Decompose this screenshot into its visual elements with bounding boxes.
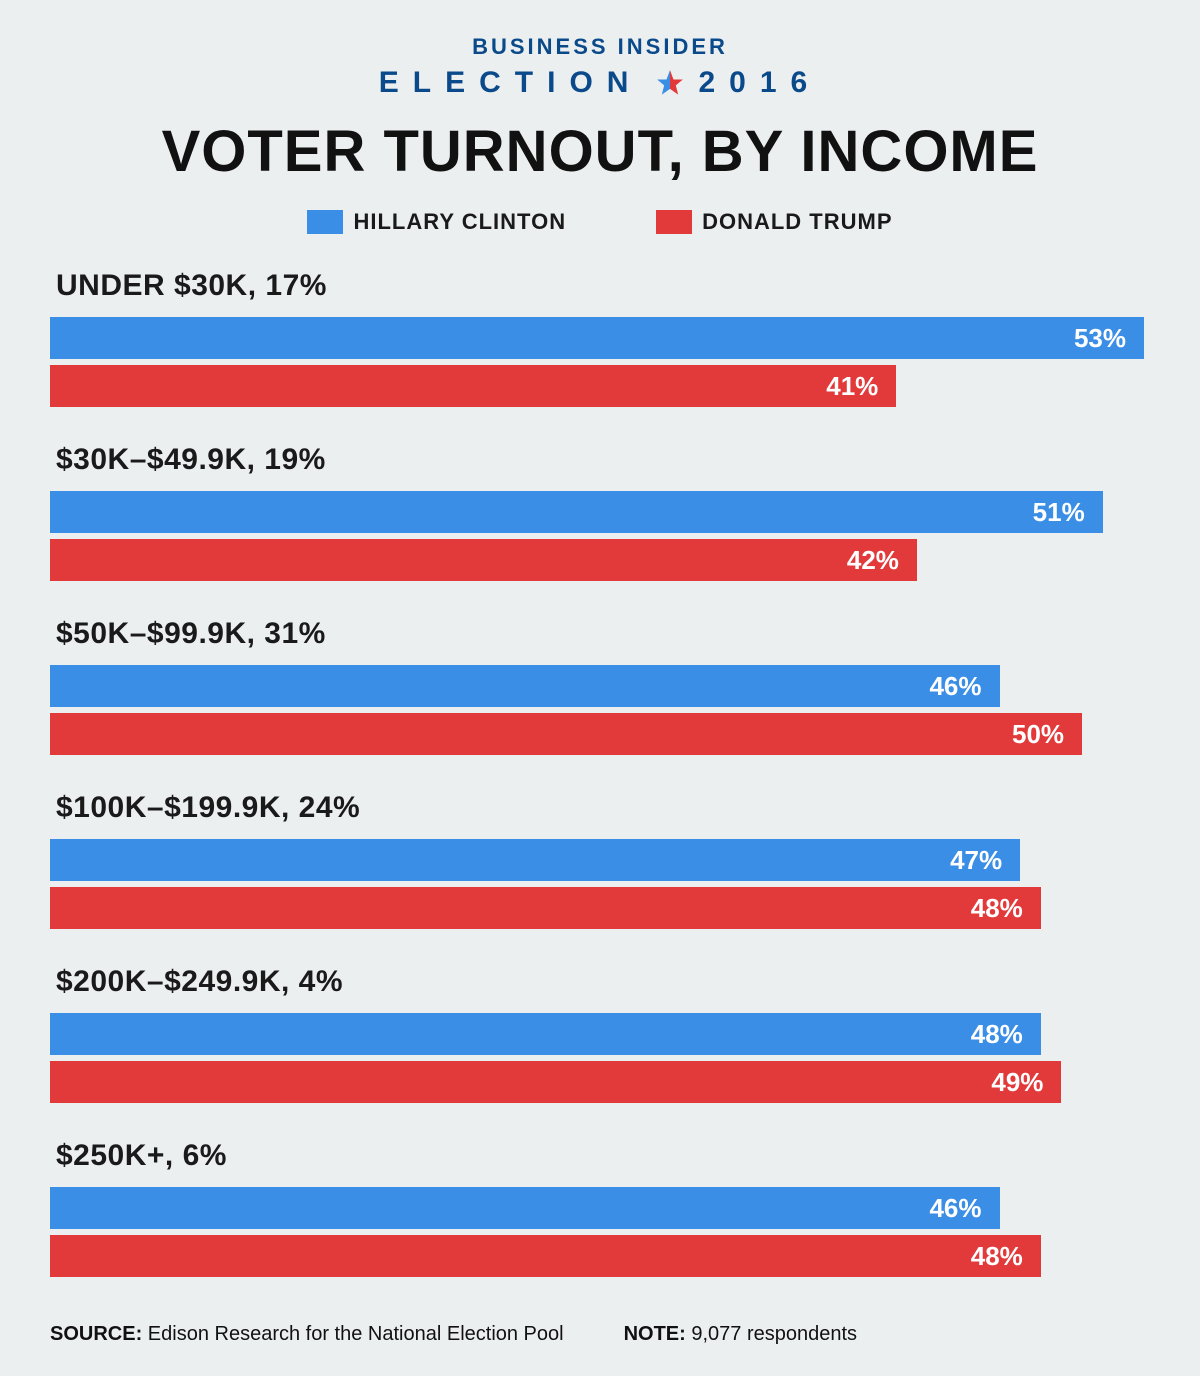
bar-value: 46%: [929, 671, 981, 702]
infographic-canvas: BUSINESS INSIDER ELECTION 2016 VOTER TUR…: [0, 0, 1200, 1376]
bar-value: 53%: [1074, 323, 1126, 354]
bar-trump: 48%: [50, 887, 1041, 929]
bar-trump: 42%: [50, 539, 917, 581]
chart-group: $200K–$249.9K, 4% 48% 49%: [50, 965, 1150, 1103]
bar-clinton: 48%: [50, 1013, 1041, 1055]
group-label: $100K–$199.9K, 24%: [56, 791, 1150, 825]
brand-line2-left: ELECTION: [379, 66, 643, 100]
footer-note-value: 9,077 respondents: [691, 1323, 857, 1345]
bar-value: 42%: [847, 545, 899, 576]
bar-clinton: 47%: [50, 839, 1020, 881]
footer-source-label: SOURCE:: [50, 1323, 142, 1345]
group-label: $200K–$249.9K, 4%: [56, 965, 1150, 999]
group-label: $250K+, 6%: [56, 1139, 1150, 1173]
legend-item-trump: DONALD TRUMP: [656, 209, 892, 235]
chart-groups: UNDER $30K, 17% 53% 41% $30K–$49.9K, 19% 51%…: [50, 269, 1150, 1277]
footer-note: NOTE: 9,077 respondents: [624, 1323, 857, 1346]
legend-label: DONALD TRUMP: [702, 209, 892, 235]
chart-group: $100K–$199.9K, 24% 47% 48%: [50, 791, 1150, 929]
chart-title: VOTER TURNOUT, BY INCOME: [50, 118, 1150, 185]
bar-trump: 49%: [50, 1061, 1061, 1103]
chart-group: $50K–$99.9K, 31% 46% 50%: [50, 617, 1150, 755]
chart-group: UNDER $30K, 17% 53% 41%: [50, 269, 1150, 407]
bar-trump: 48%: [50, 1235, 1041, 1277]
group-label: $50K–$99.9K, 31%: [56, 617, 1150, 651]
chart-group: $30K–$49.9K, 19% 51% 42%: [50, 443, 1150, 581]
chart-group: $250K+, 6% 46% 48%: [50, 1139, 1150, 1277]
bar-value: 49%: [991, 1067, 1043, 1098]
legend-swatch: [307, 210, 343, 234]
brand-line2: ELECTION 2016: [50, 66, 1150, 100]
brand-line1: BUSINESS INSIDER: [50, 34, 1150, 60]
group-label: UNDER $30K, 17%: [56, 269, 1150, 303]
bar-value: 48%: [971, 1241, 1023, 1272]
bar-trump: 50%: [50, 713, 1082, 755]
star-icon: [656, 69, 684, 97]
chart-footer: SOURCE: Edison Research for the National…: [50, 1323, 1150, 1346]
bar-clinton: 46%: [50, 665, 1000, 707]
bar-clinton: 53%: [50, 317, 1144, 359]
bar-value: 51%: [1033, 497, 1085, 528]
legend-label: HILLARY CLINTON: [353, 209, 566, 235]
bar-clinton: 51%: [50, 491, 1103, 533]
footer-source-value: Edison Research for the National Electio…: [148, 1323, 564, 1345]
bar-value: 48%: [971, 893, 1023, 924]
brand-line2-right: 2016: [698, 66, 821, 100]
legend-swatch: [656, 210, 692, 234]
bar-value: 50%: [1012, 719, 1064, 750]
group-label: $30K–$49.9K, 19%: [56, 443, 1150, 477]
bar-value: 41%: [826, 371, 878, 402]
bar-trump: 41%: [50, 365, 896, 407]
bar-clinton: 46%: [50, 1187, 1000, 1229]
bar-value: 47%: [950, 845, 1002, 876]
legend-item-clinton: HILLARY CLINTON: [307, 209, 566, 235]
bar-value: 46%: [929, 1193, 981, 1224]
footer-note-label: NOTE:: [624, 1323, 686, 1345]
chart-legend: HILLARY CLINTON DONALD TRUMP: [50, 209, 1150, 235]
bar-value: 48%: [971, 1019, 1023, 1050]
footer-source: SOURCE: Edison Research for the National…: [50, 1323, 564, 1346]
